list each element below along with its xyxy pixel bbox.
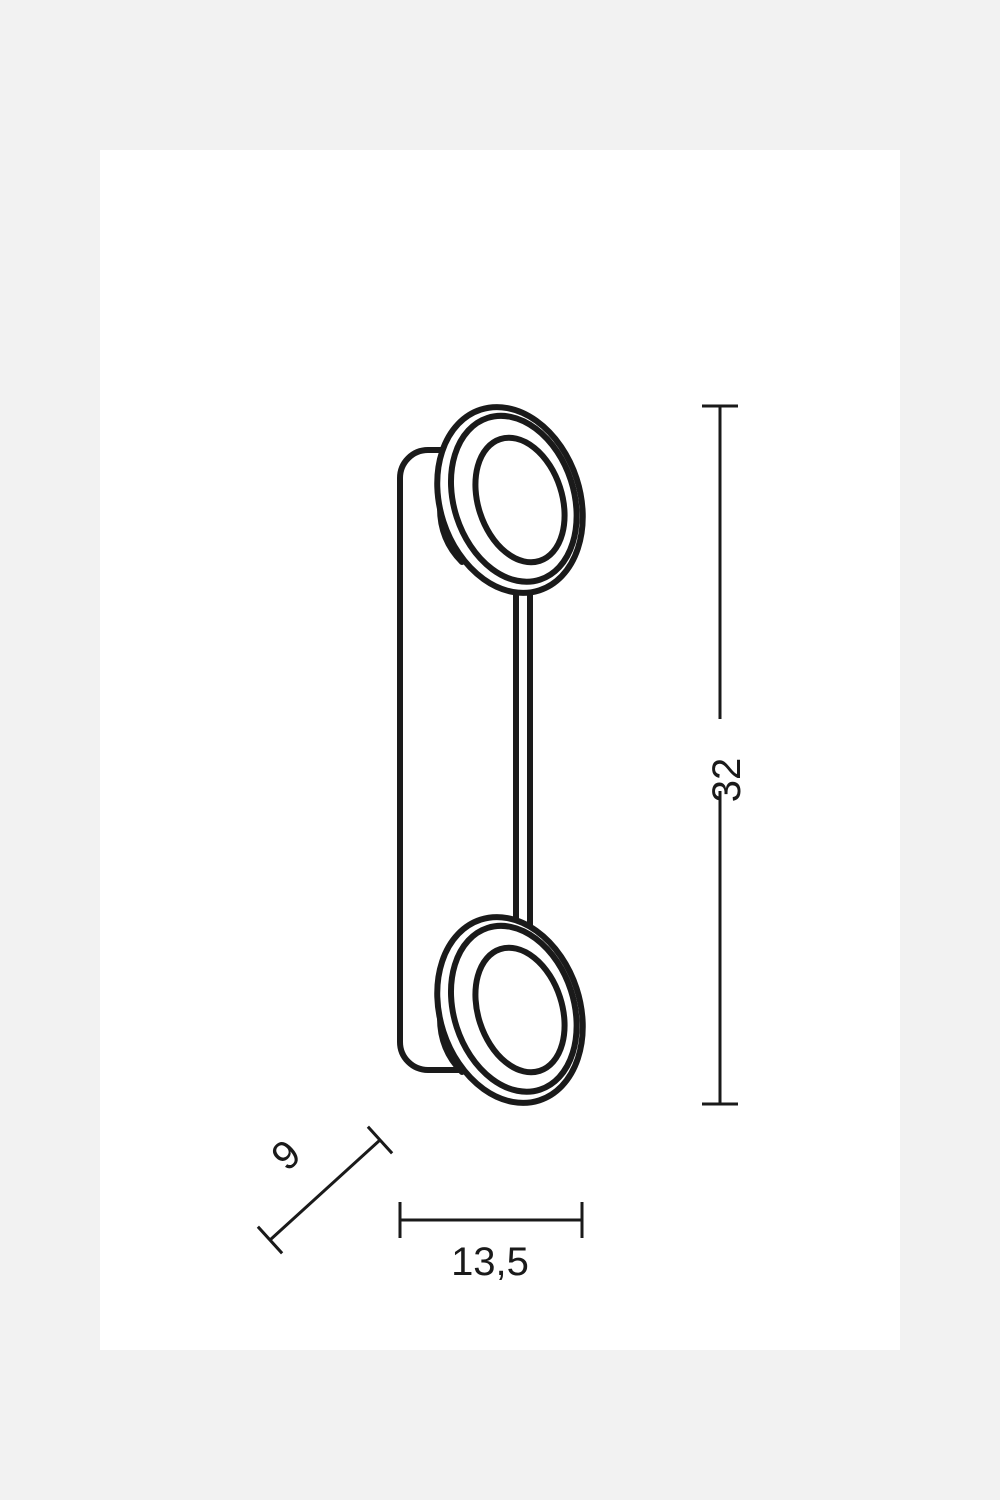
dim-depth: 9	[258, 1127, 392, 1254]
dim-height-label: 32	[705, 758, 749, 803]
dim-depth-label: 9	[263, 1132, 309, 1180]
dim-width: 13,5	[400, 1202, 582, 1284]
dim-width-label: 13,5	[451, 1240, 529, 1284]
drawing-sheet: 32 13,5 9	[100, 150, 900, 1350]
dim-height: 32	[702, 406, 749, 1104]
technical-drawing: 32 13,5 9	[100, 150, 900, 1350]
